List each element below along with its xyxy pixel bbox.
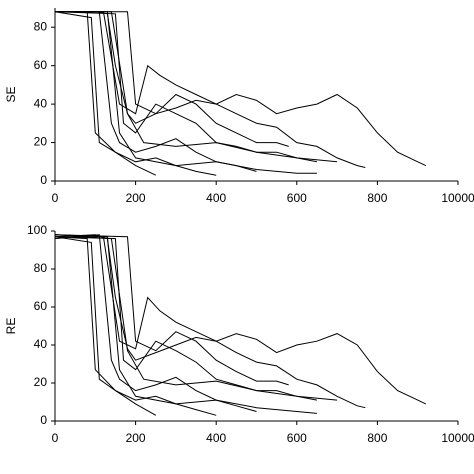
y-tick-label: 60 — [34, 58, 48, 72]
series-line — [55, 11, 289, 147]
y-tick-label: 0 — [40, 173, 47, 187]
series-line — [54, 11, 217, 176]
series-line — [54, 234, 289, 386]
x-tick-label: 800 — [367, 431, 387, 445]
y-tick-label: 80 — [34, 261, 48, 275]
series-line — [54, 236, 317, 401]
series-line — [54, 236, 217, 416]
x-tick-label: 10000 — [441, 191, 474, 205]
x-tick-label: 10000 — [441, 431, 474, 445]
y-tick-label: 40 — [34, 96, 48, 110]
x-tick-label: 200 — [126, 431, 146, 445]
series-line — [54, 234, 427, 405]
y-tick-label: 40 — [34, 337, 48, 351]
series-line — [55, 11, 366, 168]
x-tick-label: 600 — [287, 431, 307, 445]
y-tick-label: 100 — [27, 223, 47, 237]
y-axis-label: RE — [4, 318, 18, 335]
y-tick-label: 20 — [34, 375, 48, 389]
series-line — [55, 11, 317, 174]
x-tick-label: 0 — [52, 191, 59, 205]
series-line — [55, 11, 257, 172]
x-tick-label: 800 — [367, 191, 387, 205]
y-tick-label: 60 — [34, 299, 48, 313]
y-axis-label: SE — [4, 86, 18, 102]
x-tick-label: 400 — [206, 431, 226, 445]
series-line — [54, 234, 338, 401]
x-tick-label: 600 — [287, 191, 307, 205]
series-line — [54, 11, 317, 163]
series-line — [54, 234, 317, 414]
series-line — [54, 236, 157, 416]
y-tick-label: 0 — [40, 413, 47, 427]
y-tick-label: 80 — [34, 19, 48, 33]
series-line — [55, 11, 427, 167]
series-line — [55, 11, 338, 163]
x-tick-label: 200 — [126, 191, 146, 205]
series-line — [54, 234, 257, 412]
series-line — [54, 234, 366, 409]
x-tick-label: 400 — [206, 191, 226, 205]
x-tick-label: 0 — [52, 431, 59, 445]
y-tick-label: 20 — [34, 135, 48, 149]
